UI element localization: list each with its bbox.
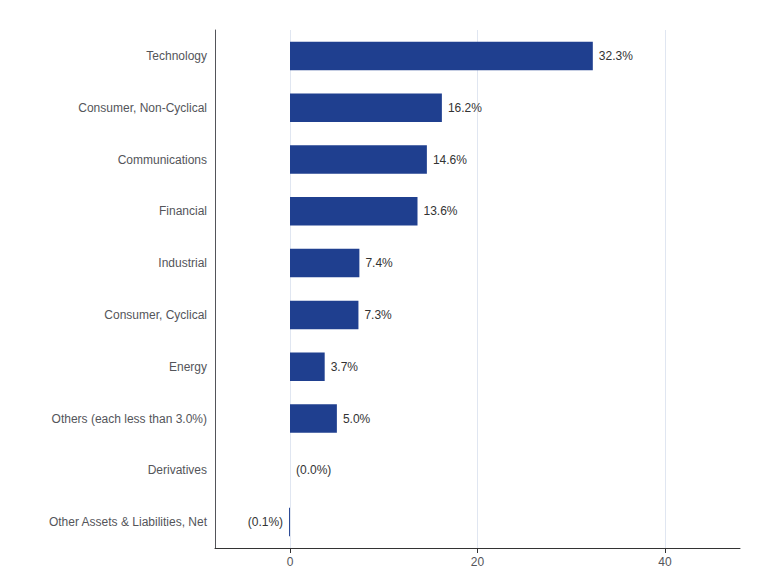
svg-text:(0.1%): (0.1%) <box>248 515 283 529</box>
svg-text:Energy: Energy <box>169 360 207 374</box>
svg-text:Communications: Communications <box>118 153 207 167</box>
svg-text:20: 20 <box>471 555 485 569</box>
svg-text:7.3%: 7.3% <box>364 308 392 322</box>
svg-text:Technology: Technology <box>146 49 207 63</box>
svg-text:(0.0%): (0.0%) <box>296 463 331 477</box>
svg-text:Consumer, Non-Cyclical: Consumer, Non-Cyclical <box>78 101 207 115</box>
svg-text:7.4%: 7.4% <box>365 256 393 270</box>
svg-text:Other Assets & Liabilities, Ne: Other Assets & Liabilities, Net <box>49 515 208 529</box>
svg-text:Financial: Financial <box>159 204 207 218</box>
svg-text:0: 0 <box>287 555 294 569</box>
svg-text:13.6%: 13.6% <box>424 204 458 218</box>
svg-text:16.2%: 16.2% <box>448 101 482 115</box>
svg-text:40: 40 <box>658 555 672 569</box>
svg-text:Industrial: Industrial <box>158 256 207 270</box>
svg-text:3.7%: 3.7% <box>331 360 359 374</box>
svg-text:14.6%: 14.6% <box>433 153 467 167</box>
svg-text:Others (each less than 3.0%): Others (each less than 3.0%) <box>52 412 207 426</box>
svg-text:32.3%: 32.3% <box>599 49 633 63</box>
svg-text:Consumer, Cyclical: Consumer, Cyclical <box>104 308 207 322</box>
svg-text:Derivatives: Derivatives <box>148 463 207 477</box>
svg-text:5.0%: 5.0% <box>343 412 371 426</box>
